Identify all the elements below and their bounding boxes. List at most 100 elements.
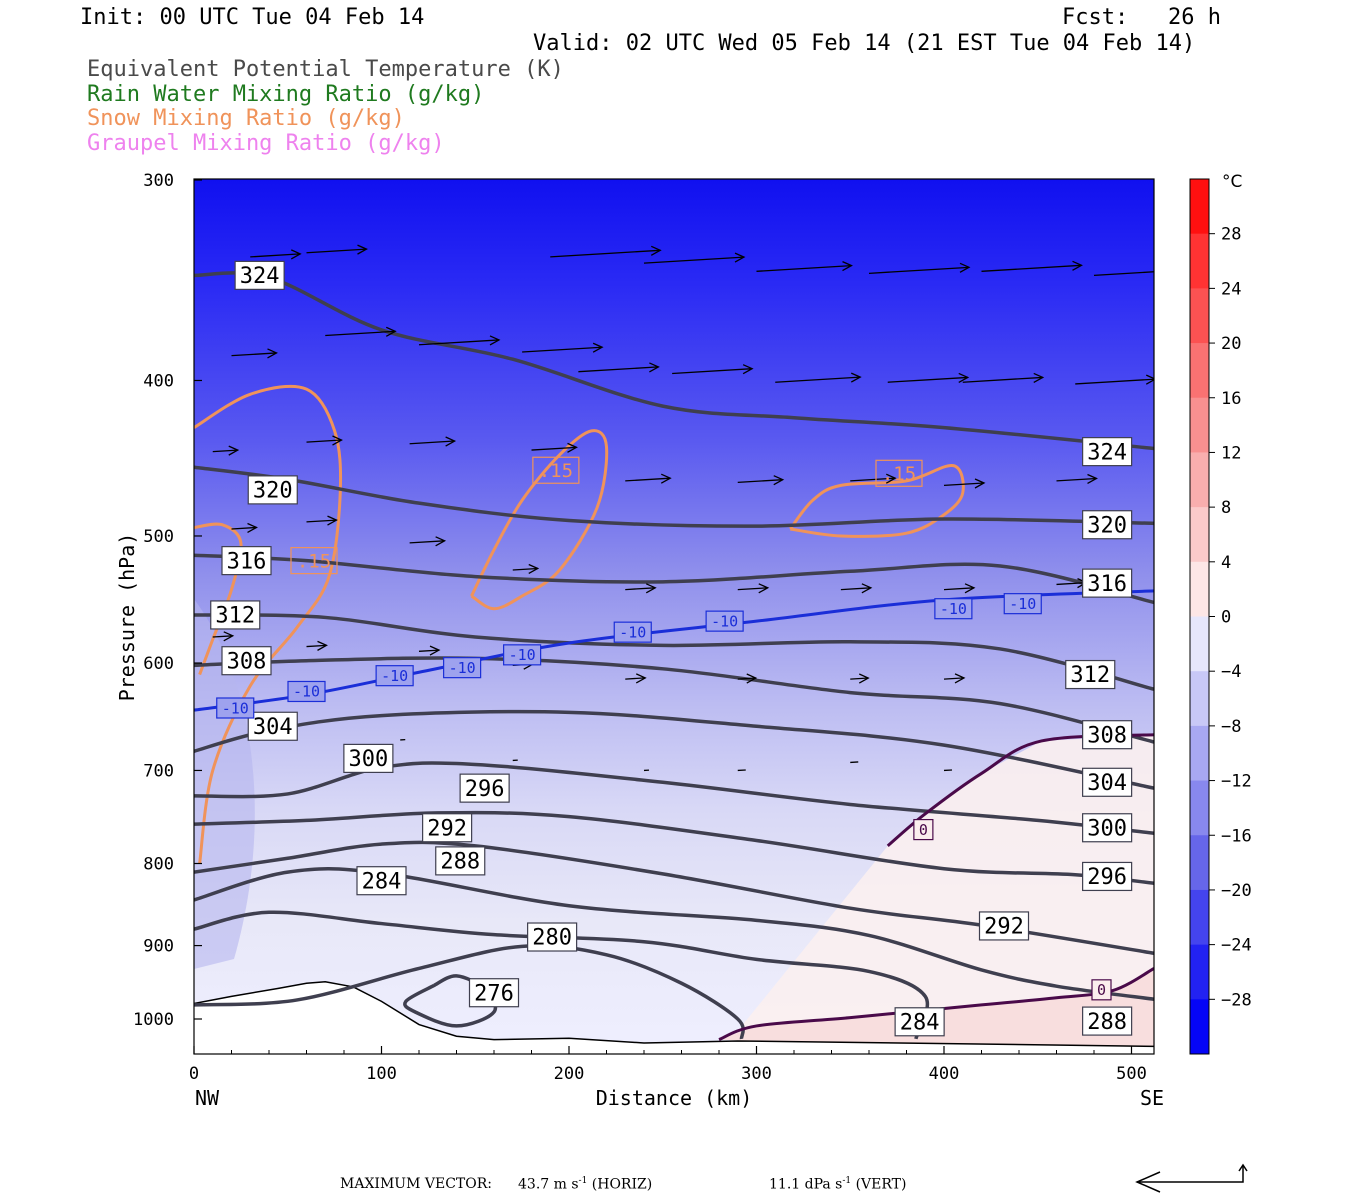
svg-text:-10: -10	[619, 623, 646, 641]
theta-e-contour	[403, 974, 498, 1028]
svg-text:292: 292	[984, 915, 1024, 940]
snow-label: .15	[290, 547, 338, 575]
y-axis-label: Pressure (hPa)	[115, 533, 139, 702]
theta-e-contour	[194, 613, 1154, 691]
max-vector-label: MAXIMUM VECTOR:	[340, 1176, 492, 1192]
plot-frame	[193, 178, 1155, 1055]
svg-text:296: 296	[465, 777, 505, 802]
svg-text:312: 312	[1070, 663, 1110, 688]
wind-vector	[409, 540, 445, 544]
theta-e-label: 288	[435, 846, 486, 876]
svg-text:0: 0	[919, 821, 928, 839]
y-tick-label: 900	[143, 937, 174, 957]
wind-vector-head	[290, 249, 302, 260]
wind-vector	[625, 587, 656, 591]
colorbar-label: 24	[1221, 279, 1241, 299]
svg-text:-10: -10	[449, 659, 476, 677]
svg-text:.15: .15	[539, 460, 573, 482]
wind-vector	[409, 440, 455, 445]
x-tick-label: 200	[554, 1064, 585, 1084]
svg-text:-10: -10	[940, 600, 967, 618]
wind-vector-head	[327, 515, 338, 526]
colorbar-label: −16	[1221, 826, 1252, 846]
wind-vector-head	[385, 326, 397, 337]
colorbar-swatch	[1190, 944, 1209, 1000]
theta-e-label: 296	[459, 773, 510, 803]
svg-text:288: 288	[440, 850, 480, 875]
svg-text:0: 0	[1097, 981, 1106, 999]
y-tick-label: 800	[143, 855, 174, 875]
isotherm-label: -10	[216, 697, 255, 719]
wind-vector	[1093, 271, 1154, 277]
theta-e-label: 316	[1082, 568, 1133, 598]
svg-text:280: 280	[532, 926, 572, 951]
wind-vector	[737, 479, 783, 484]
colorbar-label: −4	[1221, 662, 1241, 682]
colorbar-label: −28	[1221, 990, 1252, 1010]
cold-shading-left	[194, 599, 255, 969]
theta-e-label: 312	[210, 600, 261, 630]
theta-e-label: 300	[343, 743, 394, 773]
wind-vector-head	[842, 261, 853, 272]
wind-vector	[550, 249, 661, 258]
wind-vector	[981, 264, 1082, 272]
wind-vector	[522, 346, 603, 353]
wind-vector	[1056, 477, 1097, 482]
wind-vector-head	[734, 252, 746, 263]
isotherm-label: -10	[705, 610, 744, 632]
isotherm-label: -10	[287, 680, 326, 703]
forecast-hour: Fcst: 26 h	[1062, 5, 1221, 30]
legend-entry: Equivalent Potential Temperature (K)	[87, 57, 564, 82]
wind-vector-head	[1180, 266, 1189, 275]
svg-text:308: 308	[1087, 723, 1127, 748]
colorbar-swatch	[1190, 179, 1209, 235]
svg-text:288: 288	[1087, 1010, 1127, 1035]
wind-vector	[531, 446, 577, 451]
wind-vector	[1056, 581, 1087, 586]
wind-vector-head	[223, 631, 235, 642]
colorbar-label: 0	[1221, 608, 1231, 628]
wind-vector	[212, 635, 233, 638]
colorbar: 28 24 20 16 12 8 4 0 −4 −8 −12 −16 −20 −24 −28	[1189, 178, 1252, 1055]
wind-vector-head	[958, 372, 970, 383]
nw-label: NW	[195, 1086, 220, 1110]
wind-vector-head	[650, 245, 662, 256]
wind-vector-head	[954, 673, 966, 684]
terrain-outline	[194, 981, 1154, 1048]
wind-vector-head	[649, 362, 660, 373]
wind-vector-head	[660, 473, 672, 484]
svg-text:320: 320	[253, 479, 293, 504]
wind-vector-head	[267, 348, 278, 359]
y-tick-label: 1000	[133, 1010, 174, 1030]
wind-vector	[306, 644, 327, 648]
svg-text:320: 320	[1087, 513, 1127, 538]
theta-e-label: 308	[1082, 720, 1133, 750]
wind-vector	[512, 567, 538, 571]
wind-vector-head	[445, 436, 457, 447]
colorbar-swatch	[1190, 233, 1209, 289]
wind-vector-head	[635, 673, 647, 684]
wind-vector	[231, 352, 277, 357]
isotherm-label: -10	[934, 598, 973, 620]
isotherm-label: -10	[503, 644, 542, 666]
svg-text:316: 316	[1087, 572, 1127, 597]
wind-vector-head	[885, 473, 897, 484]
wind-vector	[625, 477, 671, 482]
max-vector-horiz: 43.7 m s-1 (HORIZ)	[518, 1176, 653, 1193]
wind-vector-head	[528, 563, 540, 575]
x-tick-label: 500	[1116, 1064, 1147, 1084]
theta-e-label: 320	[247, 475, 298, 505]
wind-vector	[325, 330, 396, 337]
wind-vector-head	[861, 583, 873, 594]
wind-vector	[962, 376, 1043, 383]
svg-text:-10: -10	[711, 612, 738, 630]
wind-vector-head	[247, 522, 258, 534]
wind-vector	[418, 649, 440, 652]
colorbar-swatch	[1190, 725, 1209, 782]
wind-vector-head	[592, 342, 604, 353]
colorbar-label: 8	[1221, 498, 1231, 518]
wind-vector	[1075, 378, 1154, 385]
wind-vector	[418, 339, 500, 346]
wind-vector	[250, 253, 301, 258]
